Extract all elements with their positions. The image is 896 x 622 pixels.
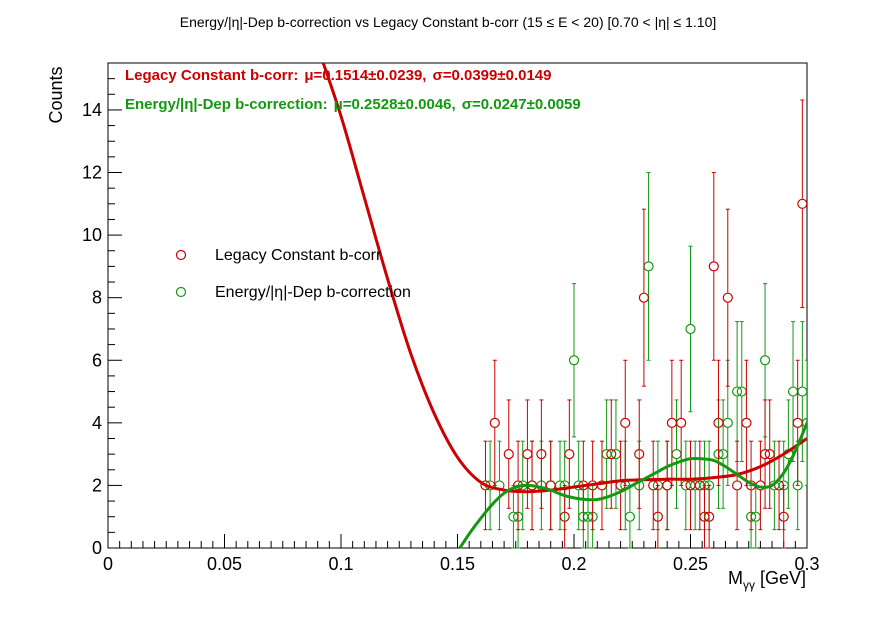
data-point bbox=[685, 323, 696, 335]
data-point bbox=[522, 449, 533, 460]
stat-line-legacy: Legacy Constant b-corr: μ=0.1514±0.0239, σ… bbox=[125, 67, 551, 84]
data-point bbox=[624, 511, 636, 522]
fit-curve-legacy bbox=[321, 63, 807, 494]
legend-label-energy-dep: Energy/|η|-Dep b-correction bbox=[215, 284, 411, 301]
data-point bbox=[666, 417, 677, 428]
data-point bbox=[676, 417, 687, 428]
stat-mu-legacy: μ=0.1514±0.0239, bbox=[304, 67, 426, 84]
legend-marker-legacy bbox=[175, 249, 187, 261]
y-tick-label: 12 bbox=[82, 163, 102, 183]
data-point bbox=[708, 261, 719, 272]
stat-line-energy-dep: Energy/|η|-Dep b-correction: μ=0.2528±0.0… bbox=[125, 96, 581, 113]
data-point bbox=[797, 198, 807, 209]
y-tick-label: 2 bbox=[92, 475, 102, 495]
y-tick-label: 8 bbox=[92, 288, 102, 308]
data-point bbox=[564, 449, 575, 460]
x-tick-label: 0.15 bbox=[440, 554, 475, 574]
data-point bbox=[704, 511, 715, 522]
data-point bbox=[489, 417, 500, 428]
legend: Legacy Constant b-corr Energy/|η|-Dep b-… bbox=[175, 247, 411, 301]
data-point bbox=[503, 449, 514, 460]
plot-frame bbox=[107, 62, 808, 549]
data-point bbox=[741, 417, 752, 428]
x-axis-label-main: M bbox=[728, 568, 743, 588]
legend-label-legacy: Legacy Constant b-corr bbox=[215, 247, 382, 264]
stat-label-legacy: Legacy Constant b-corr: bbox=[125, 67, 298, 84]
x-tick-label: 0.05 bbox=[207, 554, 242, 574]
data-point bbox=[559, 511, 570, 522]
x-tick-label: 0 bbox=[103, 554, 113, 574]
x-tick-label: 0.2 bbox=[561, 554, 586, 574]
legend-marker-energy-dep bbox=[175, 286, 187, 298]
data-point bbox=[620, 417, 631, 428]
x-tick-label: 0.1 bbox=[328, 554, 353, 574]
stat-sigma-legacy: σ=0.0399±0.0149 bbox=[432, 67, 551, 84]
y-tick-label: 10 bbox=[82, 225, 102, 245]
x-axis: 0 0.05 0.1 0.15 0.2 0.25 0.3 bbox=[103, 534, 820, 574]
data-point bbox=[764, 449, 775, 460]
data-point bbox=[596, 480, 608, 491]
data-point bbox=[722, 417, 733, 428]
y-axis: 0 2 4 6 8 10 12 14 bbox=[82, 62, 122, 558]
data-point bbox=[797, 386, 807, 397]
stat-mu-energy-dep: μ=0.2528±0.0046, bbox=[334, 96, 456, 113]
data-point bbox=[731, 480, 743, 491]
data-point bbox=[731, 386, 743, 397]
y-tick-label: 0 bbox=[92, 538, 102, 558]
data-point bbox=[699, 511, 710, 522]
chart-title: Energy/|η|-Dep b-correction vs Legacy Co… bbox=[180, 14, 717, 30]
data-point bbox=[634, 449, 645, 460]
data-point bbox=[606, 449, 617, 460]
stat-box: Legacy Constant b-corr: μ=0.1514±0.0239, σ… bbox=[125, 67, 581, 113]
fit-curve-energy-dep bbox=[458, 422, 807, 549]
series-legacy bbox=[480, 99, 807, 549]
y-tick-label: 4 bbox=[92, 413, 102, 433]
data-point bbox=[713, 417, 724, 428]
x-axis-label-subscript: γγ bbox=[743, 578, 755, 592]
x-tick-label: 0.3 bbox=[794, 554, 819, 574]
y-axis-label: Counts bbox=[46, 66, 66, 123]
x-axis-label-unit: [GeV] bbox=[755, 568, 806, 588]
data-point bbox=[722, 292, 733, 303]
data-point bbox=[536, 449, 547, 460]
x-axis-label: Mγγ [GeV] bbox=[728, 568, 806, 592]
data-point bbox=[643, 261, 654, 272]
data-point bbox=[759, 449, 771, 460]
stat-sigma-energy-dep: σ=0.0247±0.0059 bbox=[462, 96, 581, 113]
data-point bbox=[778, 511, 789, 522]
data-point bbox=[759, 355, 771, 366]
data-point bbox=[787, 386, 799, 397]
data-point bbox=[671, 449, 682, 460]
data-point bbox=[568, 355, 580, 366]
data-point bbox=[792, 417, 803, 428]
y-tick-label: 14 bbox=[82, 100, 102, 120]
data-point bbox=[638, 292, 650, 303]
x-tick-label: 0.25 bbox=[673, 554, 708, 574]
stat-label-energy-dep: Energy/|η|-Dep b-correction: bbox=[125, 96, 328, 113]
data-point bbox=[652, 511, 663, 522]
y-tick-label: 6 bbox=[92, 350, 102, 370]
